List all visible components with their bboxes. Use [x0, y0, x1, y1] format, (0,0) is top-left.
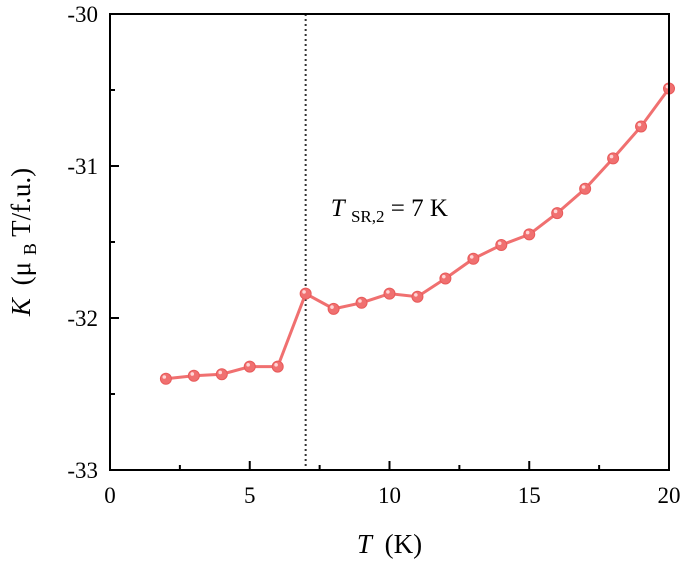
series-layer — [159, 82, 675, 385]
y-tick-label: -32 — [67, 306, 98, 331]
y-tick-label: -31 — [67, 154, 98, 179]
data-point — [551, 207, 564, 220]
transition-annotation: T SR,2 = 7 K — [331, 195, 448, 228]
data-point — [411, 290, 424, 303]
data-point-highlight — [637, 122, 642, 127]
data-point — [271, 360, 284, 373]
data-point-highlight — [414, 293, 418, 297]
annotation-subscript: SR,2 — [351, 207, 385, 226]
data-point-highlight — [609, 154, 614, 159]
data-point-highlight — [553, 209, 558, 214]
data-point — [523, 228, 536, 241]
x-tick-label: 10 — [378, 483, 401, 508]
data-point-highlight — [274, 363, 278, 367]
annotation-value: = 7 K — [391, 195, 448, 222]
data-point — [355, 296, 368, 309]
data-point-highlight — [386, 290, 390, 294]
x-axis-symbol: T — [357, 529, 374, 559]
x-axis-unit: (K) — [385, 529, 422, 559]
data-point — [439, 272, 452, 285]
data-point — [159, 372, 172, 385]
data-point-highlight — [246, 363, 250, 367]
data-point-highlight — [497, 241, 502, 246]
data-point-highlight — [218, 370, 222, 375]
x-tick-label: 20 — [658, 483, 681, 508]
x-axis-label: T (K) — [357, 529, 422, 559]
y-tick-label: -30 — [67, 2, 98, 27]
data-point — [327, 302, 340, 315]
data-point-highlight — [162, 375, 167, 379]
x-tick-label: 0 — [104, 483, 116, 508]
data-point-highlight — [442, 274, 446, 279]
data-point-highlight — [581, 185, 586, 189]
data-point — [467, 252, 480, 265]
data-point-highlight — [302, 290, 306, 294]
data-point-highlight — [190, 372, 195, 376]
y-axis-unit-rest: T/f.u.) — [6, 168, 36, 237]
y-axis-unit-open: (μ — [6, 262, 36, 285]
annotation-symbol: T — [331, 195, 347, 222]
data-point — [187, 369, 200, 382]
y-tick-label: -33 — [67, 458, 98, 483]
plot-frame — [109, 13, 670, 471]
data-point-highlight — [358, 299, 362, 303]
data-point-highlight — [525, 230, 530, 235]
y-axis-unit-sub: B — [20, 243, 40, 255]
data-point — [215, 368, 228, 381]
data-point — [383, 287, 396, 300]
data-point-highlight — [469, 255, 474, 259]
y-axis-label: K (μ B T/f.u.) — [6, 168, 42, 317]
tick-layer: 0 5 10 15 20 -30 -31 -32 -33 — [67, 2, 680, 508]
data-point — [635, 120, 648, 133]
series-line — [165, 87, 671, 381]
data-point-highlight — [330, 305, 334, 309]
data-point — [299, 287, 312, 300]
data-point — [495, 239, 508, 252]
data-point — [579, 182, 592, 195]
data-point — [607, 152, 620, 165]
x-tick-label: 15 — [518, 483, 541, 508]
y-axis-symbol: K — [6, 296, 36, 317]
x-tick-label: 5 — [244, 483, 256, 508]
data-point — [243, 360, 256, 373]
